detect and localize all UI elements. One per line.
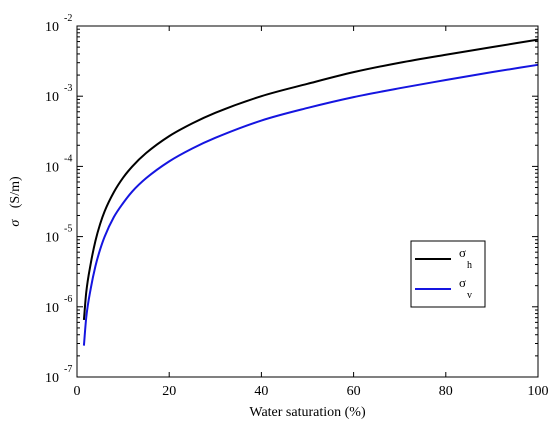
y-tick-label: 10 [45, 231, 59, 246]
y-tick-label: 10 [45, 90, 59, 105]
svg-text:σ (S/m): σ (S/m) [8, 176, 23, 227]
y-tick-exponent: -3 [64, 83, 72, 94]
y-tick-exponent: -5 [64, 224, 72, 235]
y-tick-label: 10 [45, 301, 59, 316]
y-tick-exponent: -6 [64, 294, 72, 305]
y-tick-exponent: -7 [64, 364, 72, 375]
y-tick-exponent: -4 [64, 153, 72, 164]
legend-subscript-h: h [467, 260, 472, 271]
x-axis-label: Water saturation (%) [249, 405, 366, 420]
y-axis-label: σ (S/m) [8, 176, 23, 227]
series-line-v [82, 63, 539, 346]
plot-frame [76, 25, 539, 378]
series-line-h [82, 38, 539, 321]
x-tick-label: 20 [162, 384, 176, 399]
x-tick-label: 0 [74, 384, 81, 399]
legend-label-h: σ [459, 245, 466, 260]
x-tick-label: 40 [254, 384, 268, 399]
y-tick-label: 10 [45, 160, 59, 175]
x-tick-label: 60 [347, 384, 361, 399]
x-tick-label: 80 [439, 384, 453, 399]
legend-subscript-v: v [467, 290, 472, 301]
axis-ticks [76, 25, 539, 378]
x-tick-label: 100 [528, 384, 549, 399]
y-axis-unit: (S/m) [8, 176, 23, 208]
y-tick-label: 10 [45, 371, 59, 386]
legend-label-v: σ [459, 275, 466, 290]
legend-box [410, 240, 486, 308]
y-tick-label: 10 [45, 20, 59, 35]
tick-labels: 0 20 40 60 80 100 10 -7 10 -6 10 -5 10 -4 10 -3 10 -2 [45, 13, 549, 399]
y-tick-exponent: -2 [64, 13, 72, 24]
y-axis-symbol: σ [8, 219, 23, 227]
series-lines [82, 38, 539, 346]
